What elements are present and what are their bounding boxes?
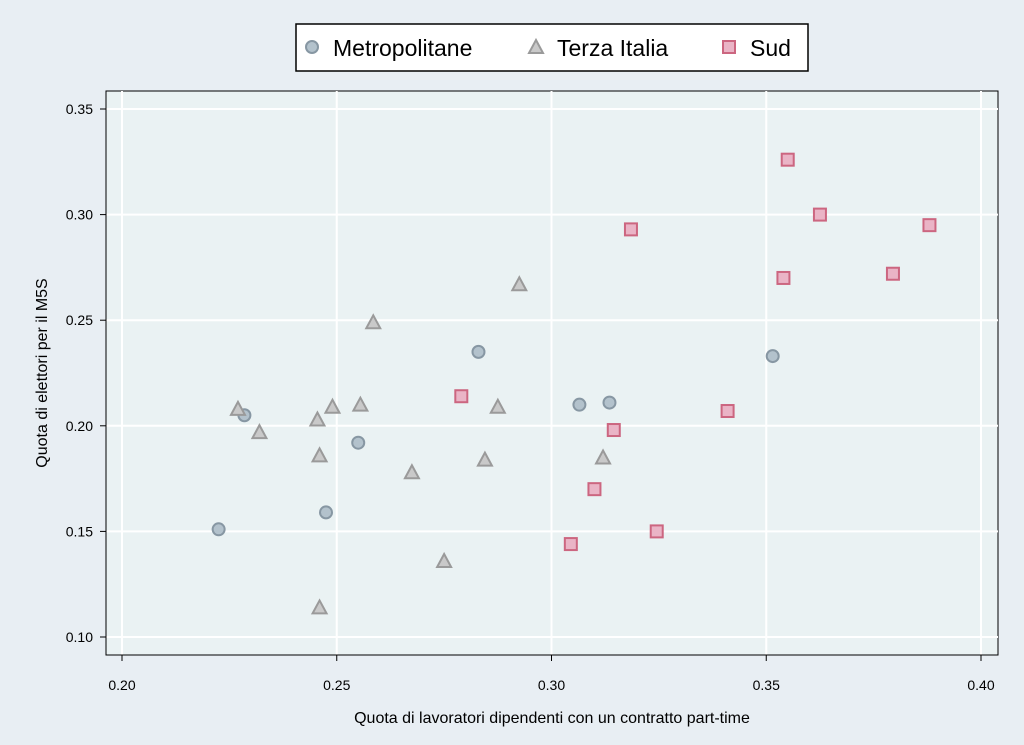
point-terza-italia: [250, 423, 269, 440]
y-tick-label: 0.35: [66, 101, 93, 117]
point-terza-italia: [308, 410, 327, 427]
point-terza-italia: [403, 463, 421, 480]
x-tick-label: 0.30: [538, 677, 565, 693]
point-metropolitane: [602, 395, 617, 410]
point-sud: [776, 270, 791, 285]
point-terza-italia: [310, 446, 329, 463]
point-terza-italia: [435, 551, 453, 568]
point-metropolitane: [572, 397, 587, 412]
point-metropolitane: [319, 505, 334, 520]
point-sud: [563, 537, 578, 552]
grid-lines: [106, 91, 998, 655]
legend: Metropolitane Terza Italia Sud: [295, 23, 809, 72]
point-terza-italia: [476, 450, 494, 467]
point-metropolitane: [471, 344, 486, 359]
point-sud: [623, 222, 638, 237]
x-axis-title: Quota di lavoratori dipendenti con un co…: [354, 710, 750, 727]
x-tick-label: 0.40: [967, 677, 994, 693]
point-terza-italia: [489, 397, 507, 414]
legend-items: Metropolitane Terza Italia Sud: [305, 35, 791, 61]
point-terza-italia: [351, 395, 370, 412]
point-metropolitane: [211, 522, 226, 537]
point-sud: [587, 482, 602, 497]
data-points: [211, 152, 937, 615]
legend-marker-sud: [722, 40, 736, 54]
y-tick-label: 0.30: [66, 207, 93, 223]
y-tick-label: 0.25: [66, 312, 93, 328]
legend-marker-metropolitane: [305, 40, 319, 54]
point-metropolitane: [765, 349, 780, 364]
legend-label-sud: Sud: [750, 35, 791, 61]
y-tick-label: 0.15: [66, 523, 93, 539]
legend-label-terza-italia: Terza Italia: [557, 35, 668, 61]
point-terza-italia: [594, 448, 612, 465]
y-axis-title: Quota di elettori per il M5S: [34, 278, 51, 467]
point-terza-italia: [510, 275, 528, 292]
point-terza-italia: [364, 313, 382, 330]
y-tick-label: 0.10: [66, 629, 93, 645]
x-tick-label: 0.20: [108, 677, 135, 693]
x-axis: 0.20 0.25 0.30 0.35 0.40: [106, 654, 998, 693]
point-sud: [885, 266, 900, 281]
point-sud: [606, 423, 621, 438]
point-terza-italia: [229, 399, 247, 416]
point-sud: [780, 152, 795, 167]
y-axis: 0.10 0.15 0.20 0.25 0.30 0.35: [66, 91, 107, 655]
x-tick-label: 0.25: [323, 677, 350, 693]
x-tick-label: 0.35: [753, 677, 780, 693]
legend-label-metropolitane: Metropolitane: [333, 35, 472, 61]
point-terza-italia: [310, 598, 329, 615]
point-metropolitane: [351, 435, 366, 450]
point-sud: [922, 218, 937, 233]
y-tick-label: 0.20: [66, 418, 93, 434]
point-sud: [454, 389, 469, 404]
point-terza-italia: [323, 397, 342, 414]
point-sud: [720, 404, 735, 419]
legend-marker-terza-italia: [527, 37, 545, 54]
point-sud: [812, 207, 827, 222]
point-sud: [649, 524, 664, 539]
